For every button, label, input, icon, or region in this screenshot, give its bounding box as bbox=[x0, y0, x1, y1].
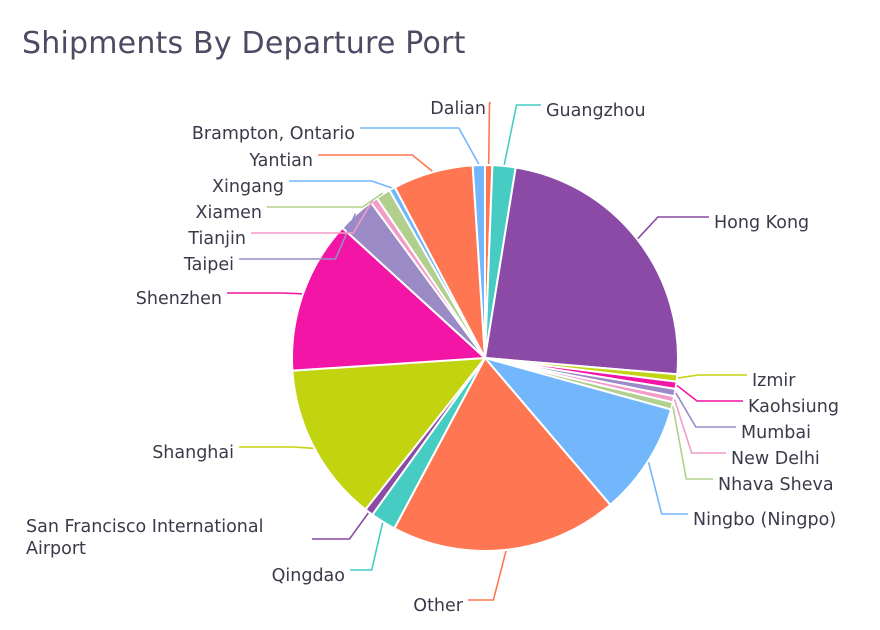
leader-line-shenzhen bbox=[227, 292, 302, 295]
leader-line-hong-kong bbox=[637, 216, 709, 240]
slice-label-new-delhi: New Delhi bbox=[731, 449, 820, 469]
leader-line-tianjin bbox=[251, 198, 374, 234]
slice-label-tianjin: Tianjin bbox=[187, 229, 246, 249]
leader-line-brampton-ontario bbox=[360, 127, 480, 165]
slice-label-shenzhen: Shenzhen bbox=[136, 289, 222, 309]
leader-line-san-francisco-international-airport bbox=[312, 512, 369, 540]
slice-label-qingdao: Qingdao bbox=[272, 566, 345, 586]
slice-label-yantian: Yantian bbox=[248, 151, 313, 171]
slice-label-taipei: Taipei bbox=[183, 255, 234, 275]
leader-line-xingang bbox=[289, 180, 392, 189]
leader-line-taipei bbox=[239, 213, 357, 260]
leader-line-nhava-sheva bbox=[672, 406, 713, 480]
chart-title: Shipments By Departure Port bbox=[22, 26, 466, 61]
leader-line-yantian bbox=[318, 154, 433, 172]
slice-label-dalian: Dalian bbox=[430, 99, 486, 119]
leader-line-ningbo-ningpo bbox=[647, 462, 688, 515]
leader-line-xiamen bbox=[267, 192, 384, 208]
slice-label-guangzhou: Guangzhou bbox=[546, 101, 646, 121]
slice-label-xingang: Xingang bbox=[212, 177, 284, 197]
slice-label-izmir: Izmir bbox=[752, 371, 796, 391]
slice-label-mumbai: Mumbai bbox=[741, 423, 811, 443]
slice-label-shanghai: Shanghai bbox=[152, 443, 234, 463]
pie-slice-ningbo-ningpo[interactable] bbox=[482, 356, 673, 507]
slice-label-nhava-sheva: Nhava Sheva bbox=[718, 475, 834, 495]
leader-line-izmir bbox=[677, 374, 747, 379]
pie-slice-shanghai[interactable] bbox=[291, 356, 488, 511]
leader-line-new-delhi bbox=[673, 399, 726, 454]
leader-line-mumbai bbox=[675, 392, 736, 428]
slice-label-kaohsiung: Kaohsiung bbox=[748, 397, 839, 417]
slice-label-brampton-ontario: Brampton, Ontario bbox=[192, 124, 355, 144]
leader-line-dalian bbox=[487, 102, 491, 165]
slice-label-other: Other bbox=[413, 596, 463, 616]
pie-slice-shenzhen[interactable] bbox=[291, 226, 488, 372]
leader-line-kaohsiung bbox=[676, 384, 743, 402]
leader-line-other bbox=[468, 550, 507, 601]
slice-label-san-francisco-international-airport: San Francisco International Airport bbox=[26, 517, 263, 559]
leader-line-guangzhou bbox=[503, 104, 541, 166]
pie-slice-hong-kong[interactable] bbox=[483, 166, 679, 376]
slice-label-xiamen: Xiamen bbox=[196, 203, 262, 223]
slice-label-ningbo-ningpo: Ningbo (Ningpo) bbox=[693, 510, 836, 530]
leader-line-qingdao bbox=[350, 522, 384, 571]
pie-slice-brampton-ontario[interactable] bbox=[471, 163, 486, 359]
leader-line-shanghai bbox=[239, 446, 314, 450]
slice-label-hong-kong: Hong Kong bbox=[714, 213, 809, 233]
pie-slice-other[interactable] bbox=[392, 356, 612, 552]
